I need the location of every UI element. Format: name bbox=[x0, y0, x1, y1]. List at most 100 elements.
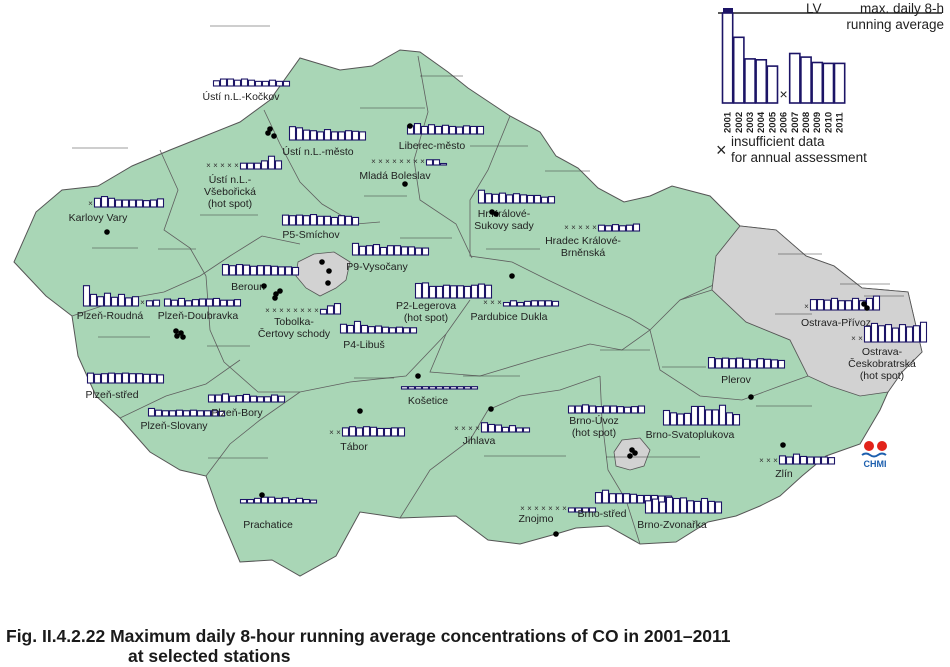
legend-value-label-1: max. daily 8-h bbox=[860, 1, 944, 16]
insufficient-data-mark: × bbox=[227, 161, 232, 170]
bar-2006 bbox=[182, 410, 191, 417]
station-label: Plzeň-Doubravka bbox=[158, 310, 239, 322]
bar-2006 bbox=[374, 325, 383, 334]
insufficient-data-mark: × bbox=[293, 306, 298, 315]
bar-2005 bbox=[785, 456, 794, 465]
bar-2011 bbox=[484, 284, 493, 299]
station-location-dot bbox=[629, 447, 635, 453]
station-karlovy-vary: × Karlovy Vary bbox=[69, 196, 165, 235]
bar-2010 bbox=[540, 196, 549, 204]
bar-2010 bbox=[912, 325, 921, 343]
bar-2008 bbox=[616, 406, 625, 414]
station-location-dot bbox=[173, 328, 179, 334]
station-label: Mladá Boleslav bbox=[359, 170, 431, 182]
bar-2008 bbox=[806, 456, 815, 465]
insufficient-data-mark: × bbox=[336, 428, 341, 437]
bar-2001 bbox=[351, 242, 360, 256]
bar-2008 bbox=[337, 131, 346, 141]
bar-2002 bbox=[93, 373, 102, 384]
bar-2011 bbox=[439, 162, 448, 166]
bar-2011 bbox=[637, 405, 646, 414]
bar-2004 bbox=[372, 244, 381, 256]
legend-year-2010: 2010 bbox=[823, 112, 834, 133]
bar-2007 bbox=[523, 300, 532, 307]
insufficient-data-mark: × bbox=[585, 223, 590, 232]
bar-2008 bbox=[530, 300, 539, 307]
legend-insufficient-1: insufficient data bbox=[731, 134, 825, 149]
prague-area bbox=[295, 251, 351, 297]
station-label: Zlín bbox=[775, 468, 793, 480]
bar-2001 bbox=[86, 372, 95, 384]
insufficient-data-mark: × bbox=[766, 456, 771, 465]
bar-2010 bbox=[267, 155, 276, 170]
legend-bar-2003 bbox=[744, 58, 756, 104]
insufficient-data-mark: × bbox=[534, 504, 539, 513]
bar-2009 bbox=[537, 300, 546, 307]
bar-2008 bbox=[135, 373, 144, 384]
bar-2009 bbox=[337, 215, 346, 226]
bar-2011 bbox=[421, 247, 430, 256]
bar-2006 bbox=[742, 358, 751, 369]
bar-2002 bbox=[358, 245, 367, 256]
station-label: Brněnská bbox=[561, 247, 606, 259]
bar-2008 bbox=[611, 224, 620, 232]
station-location-dot bbox=[272, 295, 278, 301]
bar-2003 bbox=[295, 214, 304, 226]
bar-2004 bbox=[168, 410, 177, 417]
bar-2007 bbox=[704, 409, 713, 426]
insufficient-data-mark: × bbox=[461, 424, 466, 433]
station-location-dot bbox=[864, 305, 870, 311]
station-label: Ústí n.L.-město bbox=[282, 145, 353, 158]
bar-2011 bbox=[397, 427, 406, 437]
bar-2002 bbox=[228, 265, 237, 276]
bar-2007 bbox=[249, 395, 258, 403]
bar-2008 bbox=[463, 285, 472, 299]
bar-2001 bbox=[707, 357, 716, 369]
station-ostrava-ceskobratrska-hot-spot: × × Ostrava-Českobratrská(hot spot) bbox=[848, 321, 928, 382]
bar-2003 bbox=[161, 410, 170, 417]
bar-2011 bbox=[777, 359, 786, 369]
bar-2006 bbox=[837, 300, 846, 311]
station-location-dot bbox=[319, 259, 325, 265]
station-liberec-mesto: Liberec-město bbox=[399, 123, 485, 152]
station-label: Tábor bbox=[340, 441, 368, 453]
insufficient-data-mark: × bbox=[234, 161, 239, 170]
bar-2011 bbox=[632, 223, 641, 232]
bar-2005 bbox=[505, 194, 514, 204]
station-label: (hot spot) bbox=[860, 370, 904, 382]
bar-2007 bbox=[604, 225, 613, 232]
legend-bar-2001 bbox=[721, 12, 734, 104]
bar-2007 bbox=[124, 297, 133, 307]
station-location-dot bbox=[407, 123, 413, 129]
bar-2008 bbox=[388, 327, 397, 334]
region-borders bbox=[71, 55, 809, 545]
bar-2011 bbox=[522, 427, 531, 433]
bar-2003 bbox=[581, 404, 590, 414]
bar-2001 bbox=[567, 405, 576, 414]
station-label: Ostrava-Přívoz bbox=[801, 317, 871, 329]
bar-2007 bbox=[799, 455, 808, 465]
logo-dot-2 bbox=[877, 441, 887, 451]
bar-2002 bbox=[214, 394, 223, 403]
station-label: Českobratrská bbox=[848, 357, 916, 370]
station-hradec-kralove-brnenska: × × × × ×Hradec Králové-Brněnská bbox=[545, 223, 641, 259]
bar-2009 bbox=[533, 194, 542, 204]
bar-2009 bbox=[718, 404, 727, 426]
bar-2005 bbox=[110, 296, 119, 307]
insufficient-data-mark: × bbox=[454, 424, 459, 433]
bar-2010 bbox=[284, 266, 293, 276]
bar-2008 bbox=[270, 265, 279, 276]
bar-2001 bbox=[662, 409, 671, 426]
station-location-dot bbox=[402, 181, 408, 187]
bar-2010 bbox=[707, 500, 716, 514]
bar-2005 bbox=[191, 299, 200, 307]
bar-2011 bbox=[152, 299, 161, 307]
bar-2004 bbox=[823, 299, 832, 311]
station-p5-smichov: P5-Smíchov bbox=[281, 214, 360, 241]
logo-wave bbox=[861, 452, 887, 458]
station-plzen-bory: Plzeň-Bory bbox=[207, 393, 286, 419]
bar-2003 bbox=[226, 78, 235, 87]
legend-year-2004: 2004 bbox=[756, 111, 767, 133]
